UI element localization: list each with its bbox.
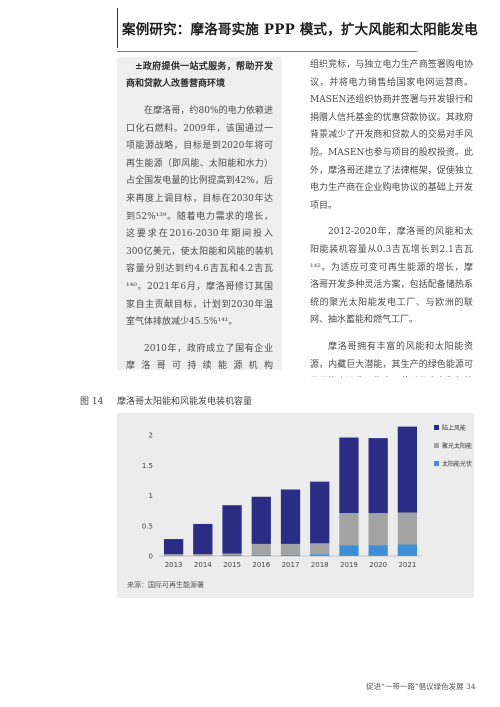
legend-swatch bbox=[434, 425, 439, 430]
bar-segment bbox=[397, 512, 418, 545]
capacity-chart: 0 0.5 1 1.5 2 2013 2014 2015 2016 2017 2018 2019 202… bbox=[117, 413, 474, 598]
bar-segment bbox=[280, 489, 301, 544]
section-subtitle: ±政府提供一站式服务，帮助开发商和贷款人改善营商环境 bbox=[126, 62, 273, 89]
bar-segment bbox=[397, 544, 418, 556]
x-tick-label: 2021 bbox=[398, 561, 416, 569]
x-tick-label: 2017 bbox=[282, 561, 300, 569]
bar-segment bbox=[368, 513, 388, 546]
bar-segment bbox=[280, 543, 301, 555]
left-column: ±政府提供一站式服务，帮助开发商和贷款人改善营商环境 在摩洛哥，约80%的电力依… bbox=[117, 57, 282, 370]
title-divider bbox=[117, 51, 417, 52]
bar-segment bbox=[280, 554, 301, 556]
title-accent-rule bbox=[117, 8, 118, 48]
right-paragraph-3: 摩洛哥拥有丰富的风能和太阳能资源，内藏巨大潜能，其生产的绿色能源可用于海水淡化、… bbox=[310, 341, 473, 370]
y-tick-label: 1 bbox=[149, 492, 153, 500]
bar-segment bbox=[193, 523, 213, 555]
bar-segment bbox=[222, 553, 242, 555]
bar-segment bbox=[368, 438, 388, 514]
y-tick-label: 0 bbox=[149, 553, 153, 561]
chart-svg: 0 0.5 1 1.5 2 2013 2014 2015 2016 2017 2018 2019 202… bbox=[142, 424, 472, 569]
x-tick-label: 2020 bbox=[369, 561, 387, 569]
bar-segment bbox=[251, 543, 271, 555]
x-tick-label: 2018 bbox=[311, 561, 329, 569]
right-paragraph-2: 2012-2020年，摩洛哥的风能和太阳能装机容量从0.3吉瓦增长到2.1吉瓦¹… bbox=[310, 227, 473, 326]
bar-segment bbox=[163, 555, 184, 556]
bar-segment bbox=[193, 554, 213, 556]
bar-segment bbox=[310, 543, 330, 555]
bar-segment bbox=[368, 545, 388, 556]
x-tick-label: 2013 bbox=[165, 561, 183, 569]
page-title: 案例研究：摩洛哥实施 PPP 模式，扩大风能和太阳能发电 bbox=[122, 22, 478, 38]
right-column: 组织竞标，与独立电力生产商签署购电协议，并将电力销售给国家电网运营商。MASEN… bbox=[310, 57, 473, 377]
x-tick-label: 2015 bbox=[223, 561, 241, 569]
bar-segment bbox=[193, 555, 213, 556]
figure-label: 图 14 bbox=[80, 397, 104, 407]
left-paragraph-1: 在摩洛哥，约80%的电力依赖进口化石燃料。2009年，该国通过一项能源战略，目标… bbox=[126, 106, 273, 328]
bar-segment bbox=[339, 437, 359, 514]
legend-swatch bbox=[434, 443, 439, 448]
bar-segment bbox=[163, 539, 184, 555]
bar-segment bbox=[163, 554, 184, 556]
bar-segment bbox=[251, 496, 271, 544]
x-tick-label: 2016 bbox=[252, 561, 270, 569]
page-footer: 促进“一带一路”倡议绿色发展 34 bbox=[366, 682, 476, 691]
bar-segment bbox=[222, 505, 242, 554]
x-tick-label: 2014 bbox=[194, 561, 212, 569]
legend-label: 陆上风能 bbox=[442, 424, 466, 432]
left-paragraph-2: 2010年，政府成立了国有企业摩洛哥可持续能源机构（MASEN），为可再生能源开… bbox=[126, 343, 273, 370]
bar-segment bbox=[339, 545, 359, 556]
bar-segment bbox=[310, 481, 330, 544]
legend-label: 太阳能光伏 bbox=[442, 460, 472, 468]
bar-segment bbox=[397, 426, 418, 513]
figure-source: 来源：国际可再生能源署 bbox=[127, 581, 204, 589]
bar-segment bbox=[339, 513, 359, 546]
bar-segment bbox=[310, 554, 330, 556]
y-tick-label: 2 bbox=[149, 432, 153, 440]
legend-label: 聚光太阳能 bbox=[442, 442, 472, 450]
figure-title: 摩洛哥太阳能和风能发电装机容量 bbox=[117, 397, 253, 407]
bar-segment bbox=[222, 554, 242, 556]
x-tick-label: 2019 bbox=[340, 561, 358, 569]
right-paragraph-1: 组织竞标，与独立电力生产商签署购电协议，并将电力销售给国家电网运营商。MASEN… bbox=[310, 60, 473, 211]
y-tick-label: 0.5 bbox=[142, 522, 153, 530]
y-tick-label: 1.5 bbox=[142, 462, 153, 470]
legend-swatch bbox=[434, 461, 439, 466]
bar-segment bbox=[251, 554, 271, 556]
